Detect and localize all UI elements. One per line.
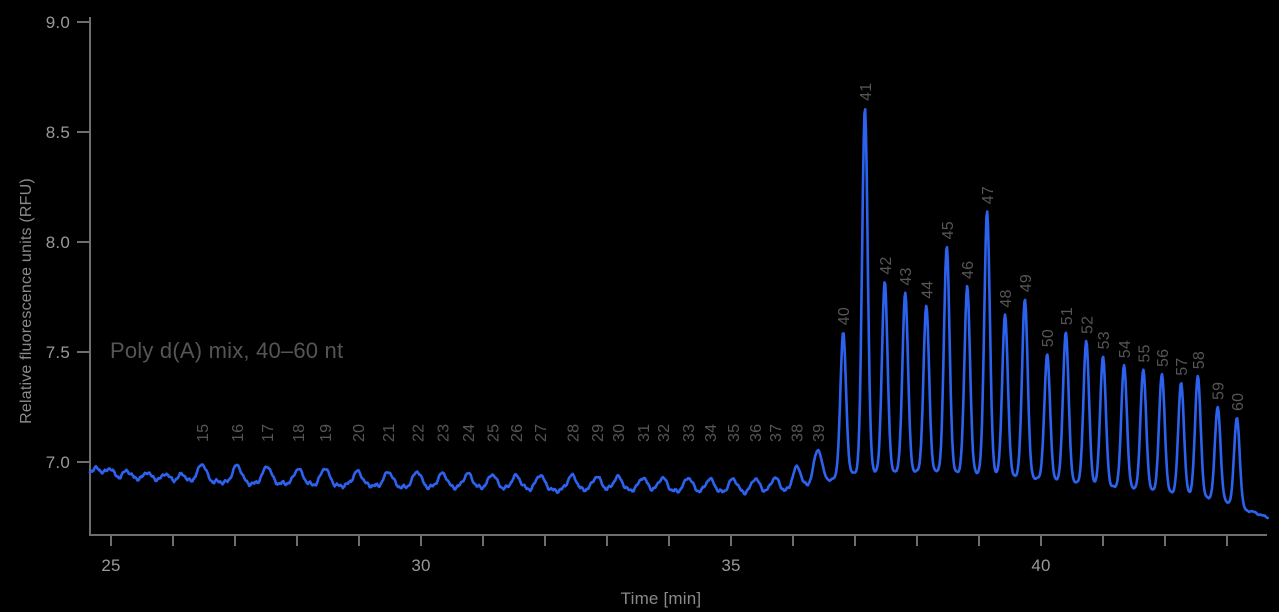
peak-label-31: 31 <box>636 424 653 442</box>
peak-label-34: 34 <box>703 424 720 442</box>
peak-label-58: 58 <box>1191 351 1208 369</box>
y-tick-label: 7.5 <box>46 343 70 362</box>
peak-label-59: 59 <box>1211 382 1228 400</box>
peak-label-18: 18 <box>291 424 308 442</box>
y-tick-label: 9.0 <box>46 13 70 32</box>
peak-label-29: 29 <box>590 424 607 442</box>
peak-label-51: 51 <box>1059 307 1076 325</box>
peak-label-40: 40 <box>836 307 853 325</box>
peak-label-48: 48 <box>998 289 1015 307</box>
peak-label-47: 47 <box>980 186 997 204</box>
peak-label-32: 32 <box>656 424 673 442</box>
peak-label-50: 50 <box>1040 329 1057 347</box>
y-tick-label: 8.0 <box>46 233 70 252</box>
peak-label-15: 15 <box>195 424 212 442</box>
peak-label-54: 54 <box>1117 340 1134 358</box>
peak-label-38: 38 <box>790 424 807 442</box>
peak-label-56: 56 <box>1155 349 1172 367</box>
peak-label-17: 17 <box>260 424 277 442</box>
trace-line <box>88 108 1269 520</box>
x-tick-label: 35 <box>721 556 740 575</box>
peak-label-44: 44 <box>919 281 936 299</box>
x-tick-label: 30 <box>411 556 430 575</box>
peak-label-21: 21 <box>381 424 398 442</box>
peak-label-55: 55 <box>1136 344 1153 362</box>
peak-label-25: 25 <box>485 424 502 442</box>
peak-label-16: 16 <box>230 424 247 442</box>
peak-label-26: 26 <box>509 424 526 442</box>
axis-lines <box>89 17 1267 536</box>
y-axis-title: Relative fluorescence units (RFU) <box>18 178 35 424</box>
peak-label-37: 37 <box>768 424 785 442</box>
peak-label-60: 60 <box>1230 393 1247 411</box>
peak-label-49: 49 <box>1018 274 1035 292</box>
peak-label-23: 23 <box>436 424 453 442</box>
peak-label-45: 45 <box>940 221 957 239</box>
peak-label-36: 36 <box>748 424 765 442</box>
x-tick-label: 25 <box>101 556 120 575</box>
peak-label-41: 41 <box>858 83 875 101</box>
peak-label-39: 39 <box>811 424 828 442</box>
peak-label-46: 46 <box>960 261 977 279</box>
trace <box>88 108 1269 520</box>
peak-label-30: 30 <box>611 424 628 442</box>
x-tick-label: 40 <box>1031 556 1050 575</box>
y-tick-label: 7.0 <box>46 453 70 472</box>
peak-label-35: 35 <box>726 424 743 442</box>
peak-label-33: 33 <box>681 424 698 442</box>
peak-label-24: 24 <box>461 424 478 442</box>
peak-label-53: 53 <box>1096 331 1113 349</box>
peak-label-42: 42 <box>878 256 895 274</box>
peak-label-28: 28 <box>565 424 582 442</box>
y-tick-label: 8.5 <box>46 123 70 142</box>
peak-label-57: 57 <box>1174 358 1191 376</box>
peak-labels: 15 16 17 18 19 20 21 22 23 24 25 26 27 28 29 30 31 32 33 34… <box>195 83 1247 442</box>
x-axis-title: Time [min] <box>621 589 702 608</box>
peak-label-20: 20 <box>351 424 368 442</box>
annotation-sample-name: Poly d(A) mix, 40–60 nt <box>110 338 343 363</box>
peak-label-43: 43 <box>898 267 915 285</box>
peak-label-19: 19 <box>318 424 335 442</box>
peak-label-22: 22 <box>410 424 427 442</box>
peak-label-52: 52 <box>1079 316 1096 334</box>
peak-label-27: 27 <box>533 424 550 442</box>
axes: 7.0 7.5 8.0 8.5 9.0 25 30 35 40 <box>46 13 1267 575</box>
